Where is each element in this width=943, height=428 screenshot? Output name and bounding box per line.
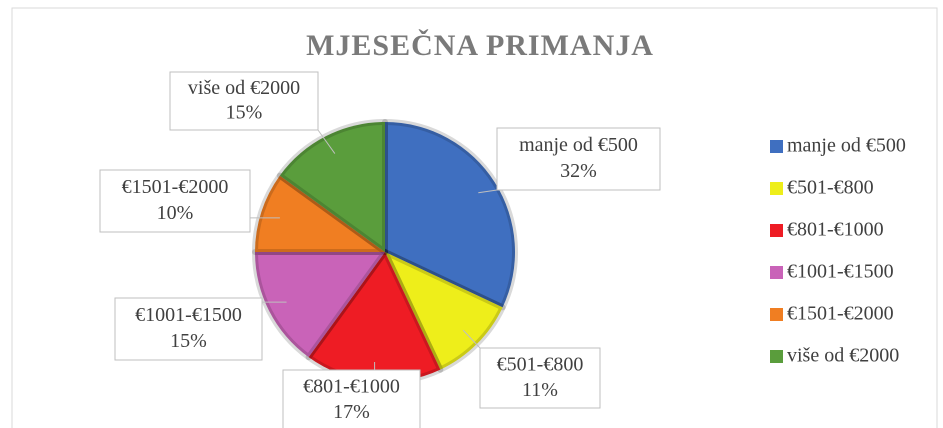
leader-line [462, 329, 481, 349]
data-label: 11% [522, 379, 558, 401]
data-label-name: više od €2000 [188, 77, 300, 99]
legend-label: €1001-€1500 [787, 261, 894, 283]
label-box [169, 71, 319, 131]
legend-swatch [770, 350, 783, 363]
legend-label: više od €2000 [787, 345, 899, 367]
pie-slice [252, 172, 388, 255]
chart-frame [11, 7, 938, 428]
data-label: 32% [560, 160, 597, 182]
label-box [99, 169, 251, 233]
legend-swatch [770, 266, 783, 279]
legend-swatch [770, 224, 783, 237]
legend-label: €801-€1000 [787, 219, 884, 241]
legend-label: €1501-€2000 [787, 303, 894, 325]
pie-slice [382, 119, 518, 311]
leader-line [478, 189, 498, 194]
legend-label: €501-€800 [787, 177, 874, 199]
label-box [479, 347, 601, 409]
leader-line [317, 129, 336, 154]
legend-swatch [770, 182, 783, 195]
data-label-name: €1001-€1500 [135, 304, 242, 326]
data-label: 10% [157, 202, 194, 224]
data-label-name: €1501-€2000 [122, 176, 229, 198]
label-box [282, 369, 421, 428]
data-label: 15% [226, 101, 263, 123]
legend-swatch [770, 308, 783, 321]
label-box [114, 297, 263, 361]
data-label: 17% [333, 401, 370, 423]
legend-swatch [770, 140, 783, 153]
data-label: 15% [170, 330, 207, 352]
data-label-name: manje od €500 [519, 134, 638, 156]
label-box [496, 127, 661, 191]
pie-slice [276, 119, 388, 255]
data-label-name: €501-€800 [497, 354, 584, 376]
chart-title: MJESEČNA PRIMANJA [306, 29, 654, 62]
legend-label: manje od €500 [787, 135, 906, 157]
data-label-name: €801-€1000 [303, 376, 400, 398]
pie-slice [252, 249, 388, 361]
